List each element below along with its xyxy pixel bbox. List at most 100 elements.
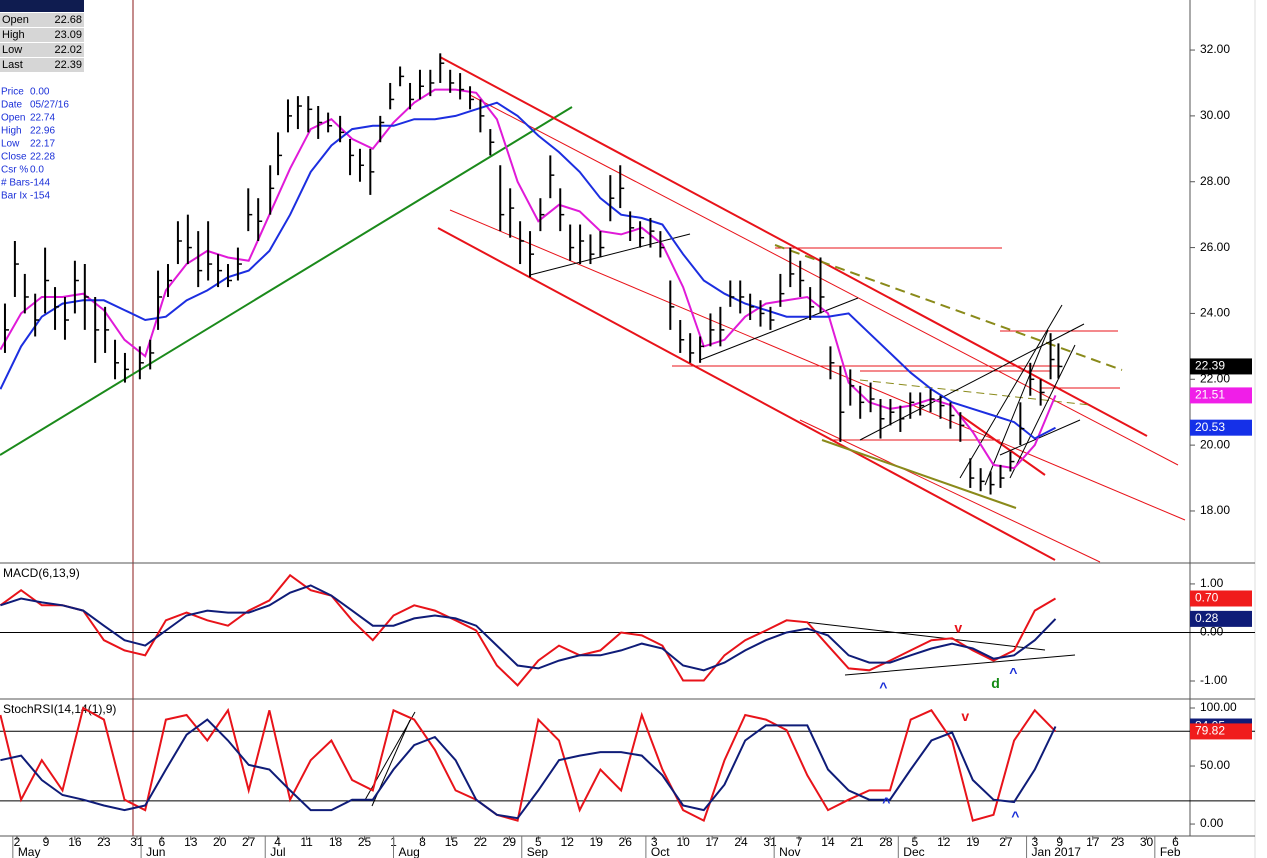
x-tick-label: 6 xyxy=(1172,835,1179,849)
x-tick-label: 28 xyxy=(879,835,893,849)
x-tick-label: 17 xyxy=(705,835,719,849)
last-value-label: 0.70 xyxy=(1195,591,1219,605)
x-tick-label: 15 xyxy=(445,835,459,849)
quote-label: Last xyxy=(2,59,23,71)
y-tick-label: 32.00 xyxy=(1200,42,1230,56)
detail-label: Open xyxy=(1,113,25,124)
annotation: ^ xyxy=(879,679,887,695)
month-label: Sep xyxy=(527,845,549,858)
x-tick-label: 6 xyxy=(158,835,165,849)
trendline xyxy=(844,654,1076,676)
x-tick-label: 23 xyxy=(1111,835,1125,849)
quote-row xyxy=(0,58,84,72)
trendlines xyxy=(0,0,1186,836)
month-label: May xyxy=(18,845,41,858)
month-label: Jul xyxy=(270,845,285,858)
x-tick-label: 7 xyxy=(796,835,803,849)
y-tick-label: 100.00 xyxy=(1200,700,1237,714)
detail-value: -144 xyxy=(30,178,50,189)
trendline xyxy=(959,304,1063,479)
last-value-label: 20.53 xyxy=(1195,420,1225,434)
last-value-tag xyxy=(1190,387,1252,404)
annotation: ^ xyxy=(1011,808,1019,824)
detail-value: 22.74 xyxy=(30,113,55,124)
x-tick-label: 31 xyxy=(763,835,777,849)
month-label: Oct xyxy=(651,845,670,858)
x-tick-label: 3 xyxy=(1031,835,1038,849)
month-label: Jun xyxy=(146,845,165,858)
trendline xyxy=(984,329,1049,486)
trendline xyxy=(774,244,1123,371)
detail-label: Date xyxy=(1,100,23,111)
x-tick-label: 12 xyxy=(561,835,575,849)
y-tick-label: 26.00 xyxy=(1200,240,1230,254)
annotation: ^ xyxy=(1009,664,1017,680)
detail-value: -154 xyxy=(30,191,50,202)
last-value-label: 79.82 xyxy=(1195,724,1225,738)
last-value-tag xyxy=(1190,590,1252,607)
x-tick-label: 19 xyxy=(966,835,980,849)
last-value-tag xyxy=(1190,419,1252,436)
detail-value: 22.17 xyxy=(30,139,55,150)
quote-label: Open xyxy=(2,14,29,26)
detail-value: 05/27/16 xyxy=(30,100,69,111)
trendline xyxy=(449,209,1186,521)
x-tick-label: 26 xyxy=(619,835,633,849)
trendline xyxy=(1009,344,1076,479)
x-tick-label: 9 xyxy=(43,835,50,849)
trendline xyxy=(859,323,1085,441)
x-tick-label: 20 xyxy=(213,835,227,849)
x-tick-label: 23 xyxy=(97,835,111,849)
detail-value: 22.96 xyxy=(30,126,55,137)
quote-label: Low xyxy=(2,44,22,56)
y-tick-label: 20.00 xyxy=(1200,437,1230,451)
x-tick-label: 29 xyxy=(503,835,517,849)
quote-box-header xyxy=(0,0,84,12)
y-tick-label: 22.00 xyxy=(1200,371,1230,385)
quote-value: 23.09 xyxy=(54,29,82,41)
trendline xyxy=(999,419,1081,456)
last-value-label: 21.51 xyxy=(1195,388,1225,402)
month-label: Jan 2017 xyxy=(1032,845,1082,858)
annotation: v xyxy=(961,708,969,724)
y-tick-label: -1.00 xyxy=(1200,673,1228,687)
x-tick-label: 9 xyxy=(1056,835,1063,849)
detail-label: Close xyxy=(1,152,27,163)
x-tick-label: 2 xyxy=(14,835,21,849)
trendline xyxy=(529,233,691,276)
indicator-line xyxy=(0,584,1057,672)
x-tick-label: 3 xyxy=(651,835,658,849)
detail-label: Low xyxy=(1,139,20,150)
indicator-line xyxy=(0,573,1057,687)
indicator-line xyxy=(0,706,1057,823)
last-value-label: 0.28 xyxy=(1195,611,1219,625)
quote-value: 22.39 xyxy=(54,59,82,71)
x-tick-label: 5 xyxy=(911,835,918,849)
trendline xyxy=(0,106,573,456)
last-value-tag xyxy=(1190,358,1252,375)
quote-value: 22.02 xyxy=(54,44,82,56)
x-tick-label: 31 xyxy=(130,835,144,849)
detail-value: 0.00 xyxy=(30,87,50,98)
x-tick-label: 22 xyxy=(474,835,488,849)
trendline xyxy=(469,94,1179,466)
quote-value: 22.68 xyxy=(54,14,82,26)
detail-value: 0.0 xyxy=(30,165,44,176)
moving-average xyxy=(0,101,1056,440)
x-tick-label: 19 xyxy=(590,835,604,849)
x-tick-label: 27 xyxy=(242,835,256,849)
last-value-tag xyxy=(1190,723,1252,740)
x-tick-label: 11 xyxy=(300,835,313,849)
y-tick-label: 28.00 xyxy=(1200,174,1230,188)
detail-label: # Bars xyxy=(1,178,30,189)
trendline xyxy=(439,56,1148,437)
x-tick-label: 13 xyxy=(184,835,198,849)
trendline xyxy=(804,621,1046,651)
x-tick-label: 8 xyxy=(419,835,426,849)
y-tick-label: 0.00 xyxy=(1200,625,1224,639)
detail-label: High xyxy=(1,126,22,137)
trendline xyxy=(821,439,1017,509)
y-tick-label: 30.00 xyxy=(1200,108,1230,122)
